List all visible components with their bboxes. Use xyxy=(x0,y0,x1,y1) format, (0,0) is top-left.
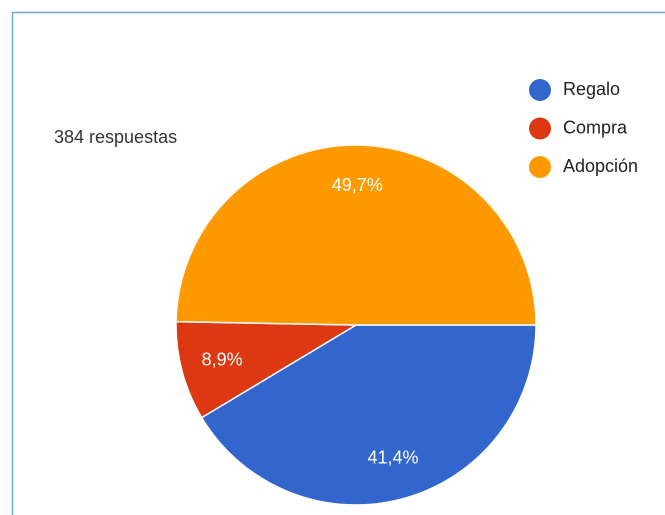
pie-slice xyxy=(175,320,359,419)
legend-swatch xyxy=(529,156,551,178)
pie-slice xyxy=(175,144,537,326)
legend-label: Regalo xyxy=(563,79,620,99)
slice-label: 41,4% xyxy=(367,447,418,467)
legend-label: Compra xyxy=(563,117,628,137)
response-count: 384 respuestas xyxy=(54,127,177,147)
legend-swatch xyxy=(529,79,551,101)
pie-slice xyxy=(200,324,537,506)
slice-label: 49,7% xyxy=(332,175,383,195)
legend-label: Adopción xyxy=(563,156,638,176)
legend-swatch xyxy=(529,117,551,140)
slice-label: 8,9% xyxy=(202,349,243,369)
